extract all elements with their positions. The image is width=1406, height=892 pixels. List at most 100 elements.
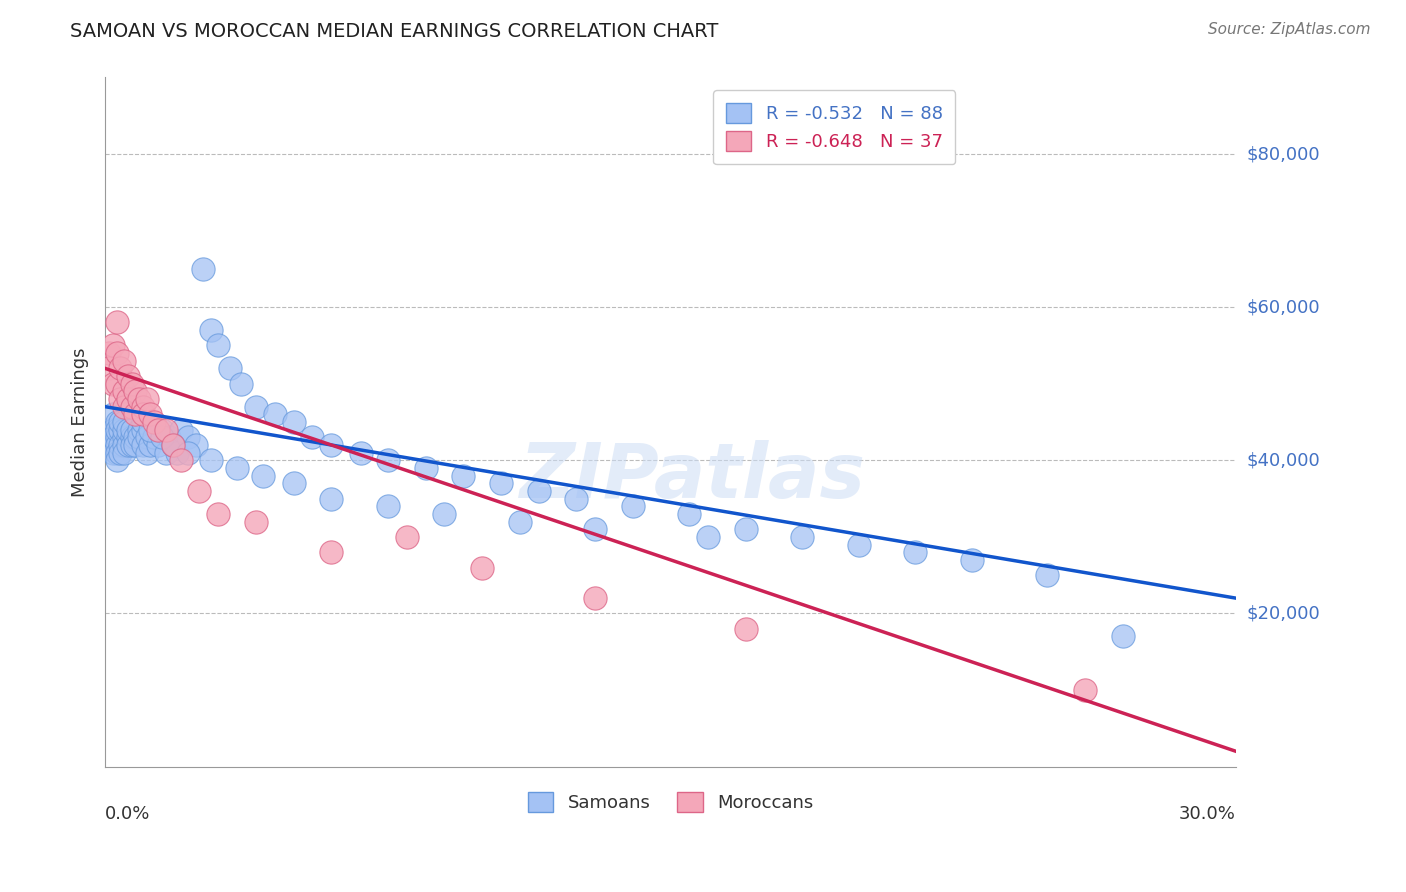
Point (229, 376, 252, 391)
Point (139, 423, 162, 437)
Point (200, 453, 222, 467)
Text: $20,000: $20,000 (1247, 605, 1320, 623)
Point (207, 338, 229, 352)
Point (169, 423, 191, 437)
Point (169, 453, 191, 467)
Point (121, 376, 143, 391)
Point (124, 408, 146, 422)
Point (184, 438, 207, 452)
Point (157, 430, 180, 444)
Point (112, 438, 135, 452)
Point (395, 530, 418, 544)
Point (155, 445, 177, 459)
Point (110, 415, 132, 429)
Point (527, 483, 550, 498)
Point (162, 438, 184, 452)
Point (162, 438, 184, 452)
Point (621, 500, 644, 514)
Point (321, 491, 343, 506)
Point (471, 560, 494, 574)
Point (121, 400, 143, 414)
Point (848, 537, 870, 551)
Point (132, 408, 155, 422)
Point (377, 500, 399, 514)
Point (177, 445, 200, 459)
Point (101, 338, 124, 352)
Point (960, 553, 983, 567)
Point (101, 430, 124, 444)
Legend: Samoans, Moroccans: Samoans, Moroccans (520, 784, 821, 820)
Point (105, 453, 128, 467)
Point (105, 423, 128, 437)
Text: ZIPatlas: ZIPatlas (520, 440, 866, 514)
Point (451, 468, 474, 483)
Point (105, 376, 128, 391)
Point (135, 445, 157, 459)
Point (135, 430, 157, 444)
Point (105, 316, 128, 330)
Point (321, 438, 343, 452)
Point (150, 430, 173, 444)
Point (218, 361, 240, 376)
Point (112, 430, 135, 444)
Point (128, 392, 150, 406)
Point (565, 491, 588, 506)
Point (117, 369, 139, 384)
Point (792, 530, 814, 544)
Point (117, 392, 139, 406)
Point (105, 445, 128, 459)
Point (110, 392, 132, 406)
Point (121, 423, 143, 437)
Point (98, 361, 121, 376)
Point (735, 522, 758, 536)
Point (735, 622, 758, 636)
Point (112, 353, 135, 368)
Point (101, 430, 124, 444)
Point (207, 507, 229, 521)
Y-axis label: Median Earnings: Median Earnings (72, 347, 89, 497)
Point (1036, 568, 1059, 582)
Point (101, 423, 124, 437)
Point (155, 423, 177, 437)
Point (124, 438, 146, 452)
Point (143, 415, 166, 429)
Point (117, 430, 139, 444)
Point (193, 261, 215, 276)
Point (132, 438, 155, 452)
Point (139, 408, 162, 422)
Point (110, 423, 132, 437)
Point (105, 438, 128, 452)
Point (146, 423, 169, 437)
Text: $80,000: $80,000 (1247, 145, 1320, 163)
Text: $40,000: $40,000 (1247, 451, 1320, 469)
Text: SAMOAN VS MOROCCAN MEDIAN EARNINGS CORRELATION CHART: SAMOAN VS MOROCCAN MEDIAN EARNINGS CORRE… (70, 22, 718, 41)
Point (509, 515, 531, 529)
Point (128, 430, 150, 444)
Point (128, 423, 150, 437)
Text: 30.0%: 30.0% (1180, 805, 1236, 823)
Point (583, 591, 606, 606)
Point (166, 445, 188, 459)
Point (583, 522, 606, 536)
Point (415, 461, 437, 475)
Point (150, 423, 173, 437)
Point (132, 423, 155, 437)
Point (110, 361, 132, 376)
Point (1112, 629, 1135, 643)
Point (350, 445, 373, 459)
Point (177, 430, 200, 444)
Point (904, 545, 927, 559)
Point (105, 346, 128, 360)
Point (105, 415, 128, 429)
Point (252, 468, 274, 483)
Point (162, 438, 184, 452)
Point (139, 438, 162, 452)
Point (143, 430, 166, 444)
Point (283, 415, 305, 429)
Point (433, 507, 456, 521)
Point (121, 430, 143, 444)
Point (697, 530, 720, 544)
Point (98, 423, 121, 437)
Point (678, 507, 700, 521)
Point (110, 445, 132, 459)
